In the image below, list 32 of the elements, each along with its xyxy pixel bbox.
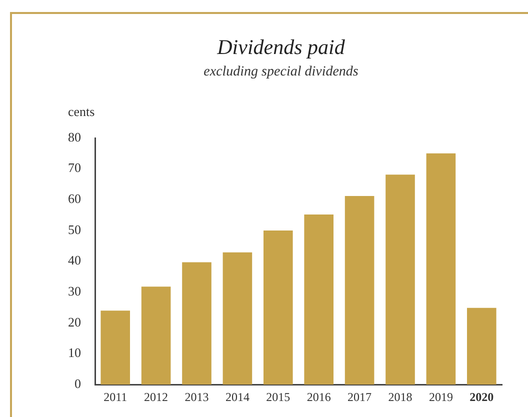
y-tick-label: 30 (68, 284, 81, 299)
bar (264, 230, 293, 385)
y-tick-label: 70 (68, 160, 81, 176)
x-tick-label: 2017 (348, 390, 372, 404)
x-tick-label: 2020 (470, 390, 494, 404)
bar (426, 153, 456, 385)
x-tick-label: 2015 (266, 390, 290, 404)
y-tick-label: 50 (68, 222, 81, 237)
x-tick-label: 2019 (428, 390, 453, 404)
bar (344, 196, 374, 385)
bar (304, 214, 334, 385)
x-tick-label: 2018 (388, 390, 412, 404)
y-tick-label: 10 (68, 345, 81, 360)
bar (222, 252, 252, 385)
bar (467, 308, 496, 385)
bar (182, 262, 212, 385)
y-tick-label: 0 (74, 376, 81, 392)
x-tick-label: 2013 (184, 390, 209, 404)
y-tick-label: 80 (68, 129, 81, 144)
bar (100, 310, 130, 385)
y-axis-title: cents (68, 104, 95, 119)
chart-subtitle: excluding special dividends (204, 64, 359, 80)
y-tick-label: 60 (68, 191, 81, 206)
y-tick-label: 40 (68, 252, 81, 268)
chart-title: Dividends paid (216, 35, 346, 60)
x-tick-label: 2011 (104, 390, 128, 404)
y-tick-label: 20 (68, 314, 81, 330)
x-tick-label: 2016 (306, 390, 331, 404)
x-tick-label: 2012 (144, 390, 168, 404)
bar (141, 286, 171, 385)
bar (386, 174, 415, 385)
x-tick-label: 2014 (225, 390, 250, 404)
